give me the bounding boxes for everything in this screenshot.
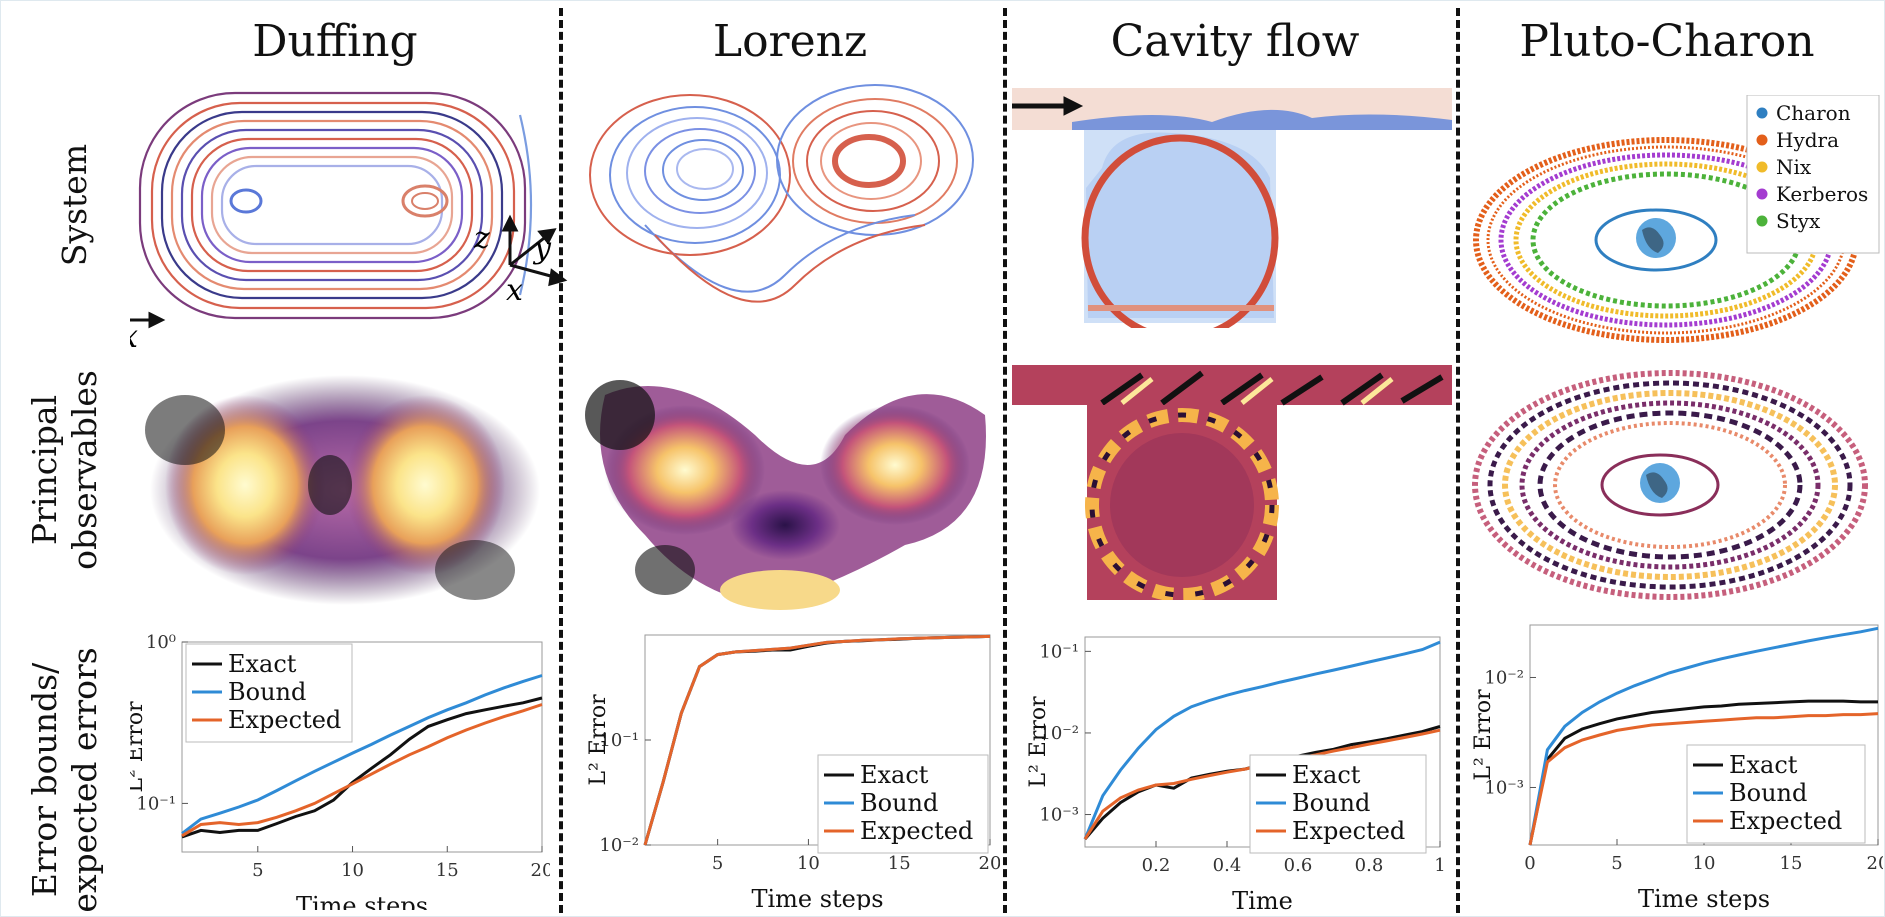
legend-label-expected: Expected [1292, 817, 1405, 845]
duffing-axis-x: x [130, 317, 138, 355]
divider-1 [559, 8, 563, 913]
x-tick-label: 10 [341, 860, 364, 881]
lorenz-axis-z: z [473, 221, 490, 256]
row-label-error: Error bounds/expected errors [25, 647, 104, 913]
legend-label-expected: Expected [1729, 807, 1842, 835]
y-tick-label: 10⁻¹ [1039, 641, 1079, 662]
x-axis-label: Time steps [1638, 885, 1770, 910]
series-line-expected [643, 634, 991, 846]
series-line-exact [1528, 699, 1878, 846]
x-tick-label: 5 [252, 860, 263, 881]
title-pluto: Pluto-Charon [1519, 16, 1815, 67]
legend-label-bound: Bound [860, 789, 938, 817]
lorenz-axes: z y x [473, 214, 568, 308]
legend-marker-nix [1756, 161, 1768, 173]
x-tick-label: 0.4 [1213, 855, 1242, 876]
legend-marker-hydra [1756, 134, 1768, 146]
x-tick-label: 5 [712, 853, 723, 874]
legend-label-bound: Bound [1729, 779, 1807, 807]
x-tick-label: 20 [1867, 853, 1883, 874]
y-axis-label: L² Error [586, 694, 611, 786]
row-label-principal: Principal observables [25, 370, 104, 570]
series-line-bound [181, 674, 543, 835]
legend-marker-kerberos [1756, 188, 1768, 200]
y-axis-label: L² Error [1471, 689, 1496, 781]
pluto-system-plot: Charon Hydra Nix Kerberos Styx [1473, 95, 1880, 343]
pluto-observables-plot [1472, 370, 1868, 600]
legend-label-kerberos: Kerberos [1776, 182, 1868, 206]
lorenz-axis-y: y [532, 231, 552, 266]
x-tick-label: 15 [888, 853, 911, 874]
y-axis-label: L² Error [130, 701, 148, 793]
y-tick-label: 10⁻¹ [599, 730, 639, 751]
x-tick-label: 15 [436, 860, 459, 881]
lorenz-system-plot [589, 84, 974, 303]
row-label-system: System [55, 143, 94, 267]
legend-label-bound: Bound [228, 678, 306, 706]
legend-marker-styx [1756, 215, 1768, 227]
lorenz-observables-plot [585, 380, 986, 610]
y-tick-label: 10⁻³ [1039, 805, 1079, 826]
pluto-legend: Charon Hydra Nix Kerberos Styx [1756, 101, 1868, 233]
x-tick-label: 15 [1780, 853, 1803, 874]
series-line-expected [181, 703, 543, 838]
y-tick-label: 10⁻¹ [136, 793, 176, 814]
legend-label-exact: Exact [1729, 751, 1798, 779]
legend-label-exact: Exact [1292, 761, 1361, 789]
x-tick-label: 0.8 [1355, 855, 1384, 876]
x-tick-label: 0.2 [1142, 855, 1171, 876]
lorenz-axis-x: x [506, 273, 523, 308]
x-tick-label: 0.6 [1284, 855, 1313, 876]
y-tick-label: 10⁻³ [1484, 777, 1524, 798]
legend-label-charon: Charon [1776, 101, 1851, 125]
legend-label-styx: Styx [1776, 209, 1821, 233]
x-axis-label: Time steps [751, 885, 883, 910]
x-tick-label: 1 [1434, 855, 1445, 876]
series-line-expected [1528, 712, 1879, 846]
x-tick-label: 10 [1693, 853, 1716, 874]
legend-marker-charon [1756, 107, 1768, 119]
x-tick-label: 5 [1611, 853, 1622, 874]
series-line-exact [181, 696, 543, 839]
series-line-bound [1528, 626, 1879, 846]
legend-label-exact: Exact [228, 650, 297, 678]
legend-label-expected: Expected [860, 817, 973, 845]
duffing-system-plot: y x [130, 91, 533, 355]
y-tick-label: 10⁰ [146, 632, 176, 653]
x-tick-label: 20 [979, 853, 1000, 874]
y-tick-label: 10⁻² [599, 835, 639, 856]
title-cavity: Cavity flow [1110, 16, 1360, 67]
legend-label-expected: Expected [228, 706, 341, 734]
y-tick-label: 10⁻² [1484, 667, 1524, 688]
x-tick-label: 10 [797, 853, 820, 874]
x-tick-label: 20 [531, 860, 550, 881]
cavity-observables-plot [1012, 365, 1452, 600]
divider-3 [1456, 8, 1460, 913]
y-tick-label: 10⁻² [1039, 723, 1079, 744]
x-tick-label: 0 [1524, 853, 1535, 874]
legend-label-hydra: Hydra [1776, 128, 1839, 152]
legend-label-bound: Bound [1292, 789, 1370, 817]
duffing-observables-plot [145, 375, 540, 605]
title-duffing: Duffing [252, 16, 418, 67]
x-axis-label: Time steps [296, 892, 428, 910]
cavity-system-plot [1012, 88, 1452, 328]
legend-label-nix: Nix [1776, 155, 1812, 179]
title-lorenz: Lorenz [712, 16, 868, 67]
cavity-error-chart: 0.2 0.4 0.6 0.8 1 10⁻³ 10⁻² 10⁻¹ ExactBoundExpec… [1026, 636, 1446, 915]
legend-label-exact: Exact [860, 761, 929, 789]
y-axis-label: L² Error [1026, 696, 1051, 788]
x-axis-label: Time [1232, 887, 1293, 915]
series-line-bound [1083, 640, 1441, 840]
divider-2 [1003, 8, 1007, 913]
